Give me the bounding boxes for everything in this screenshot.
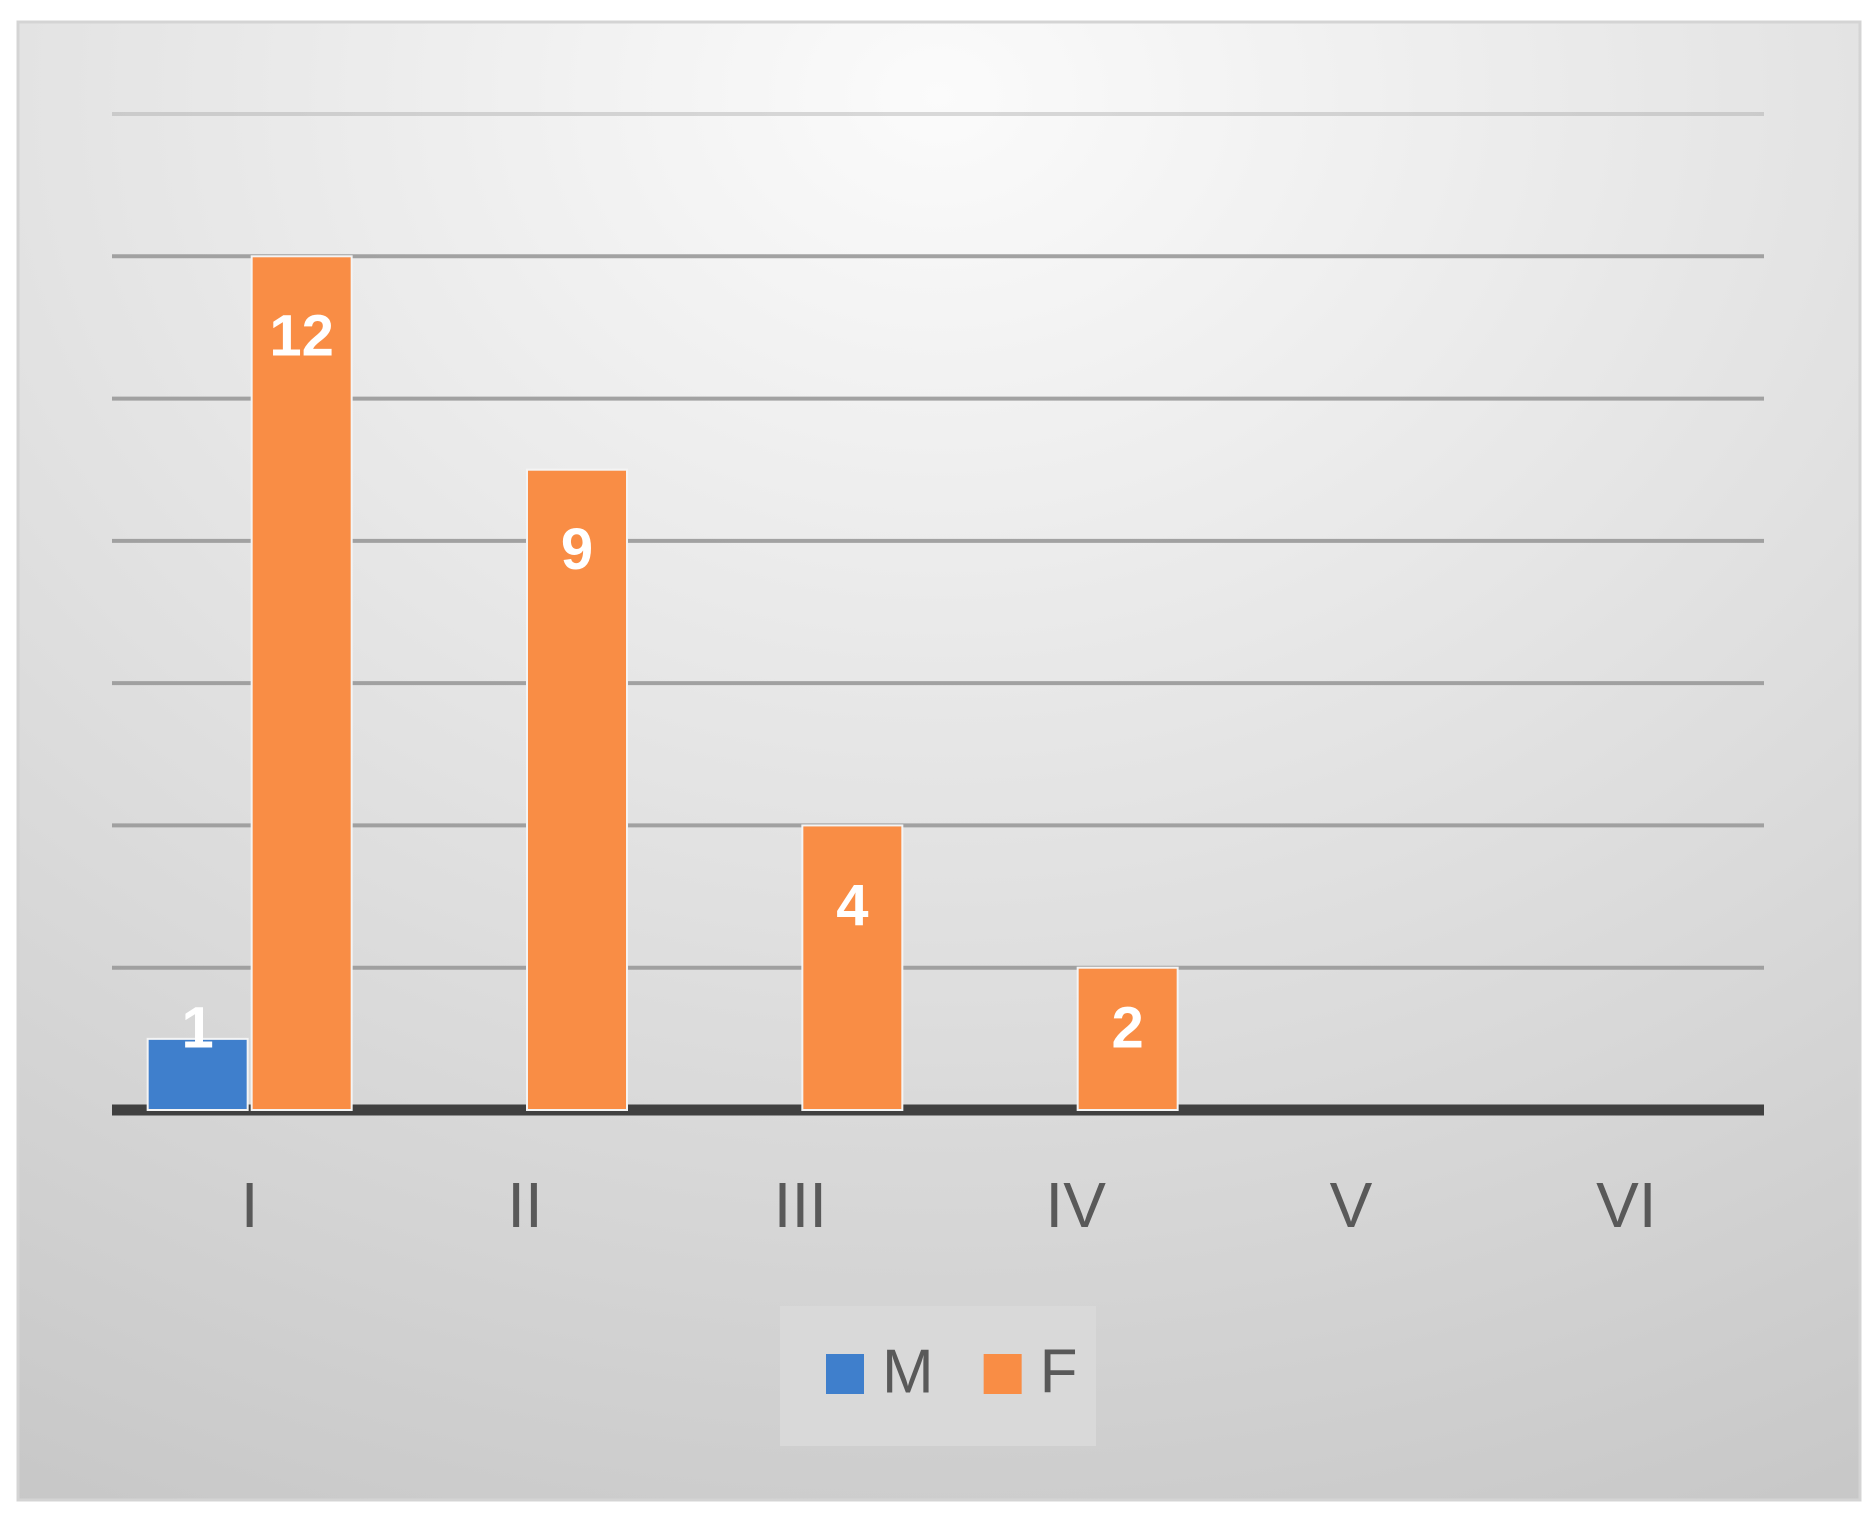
data-label: 2 [1112,995,1144,1060]
legend-label: F [1040,1337,1078,1406]
data-label: 9 [561,517,593,582]
legend-swatch [983,1354,1022,1394]
x-tick-label: II [507,1169,543,1241]
labels: I 1 12 II 9 III 4 IV 2 V VI M F [182,304,1657,1407]
bar [526,468,628,1111]
bars [146,255,1179,1112]
bar [250,255,353,1111]
x-tick-label: I [241,1169,259,1241]
data-label: 12 [269,304,334,369]
x-tick-label: VI [1596,1169,1656,1241]
x-tick-label: IV [1045,1169,1106,1241]
legend-label: M [882,1337,934,1406]
data-label: 1 [182,995,214,1060]
bar [1076,966,1179,1112]
grid [112,112,1764,1116]
data-label: 4 [836,873,868,938]
bar [801,824,904,1112]
x-tick-label: III [774,1169,827,1241]
bar [146,1037,249,1112]
x-tick-label: V [1330,1169,1373,1241]
legend-swatch [826,1354,864,1394]
